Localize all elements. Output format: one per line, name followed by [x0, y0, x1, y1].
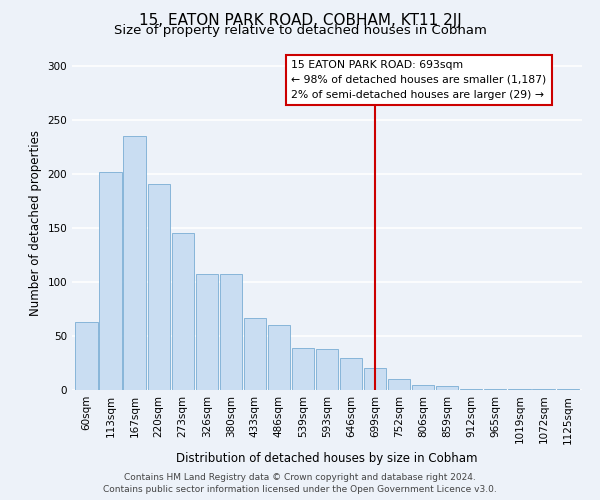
Bar: [364, 368, 386, 390]
Bar: [436, 386, 458, 390]
Bar: [220, 274, 242, 390]
Text: Size of property relative to detached houses in Cobham: Size of property relative to detached ho…: [113, 24, 487, 37]
Bar: [412, 384, 434, 390]
Bar: [508, 389, 530, 390]
X-axis label: Distribution of detached houses by size in Cobham: Distribution of detached houses by size …: [176, 452, 478, 465]
Bar: [557, 389, 578, 390]
Bar: [268, 325, 290, 390]
Bar: [124, 136, 146, 390]
Bar: [532, 389, 554, 390]
Bar: [484, 389, 506, 390]
Bar: [172, 234, 194, 390]
Bar: [244, 318, 266, 390]
Bar: [388, 379, 410, 390]
Text: Contains HM Land Registry data © Crown copyright and database right 2024.
Contai: Contains HM Land Registry data © Crown c…: [103, 472, 497, 494]
Text: 15, EATON PARK ROAD, COBHAM, KT11 2JJ: 15, EATON PARK ROAD, COBHAM, KT11 2JJ: [139, 12, 461, 28]
Text: 15 EATON PARK ROAD: 693sqm
← 98% of detached houses are smaller (1,187)
2% of se: 15 EATON PARK ROAD: 693sqm ← 98% of deta…: [291, 60, 547, 100]
Bar: [460, 389, 482, 390]
Bar: [148, 184, 170, 390]
Bar: [340, 358, 362, 390]
Bar: [76, 322, 98, 390]
Bar: [292, 348, 314, 390]
Y-axis label: Number of detached properties: Number of detached properties: [29, 130, 42, 316]
Bar: [196, 274, 218, 390]
Bar: [100, 172, 122, 390]
Bar: [316, 349, 338, 390]
